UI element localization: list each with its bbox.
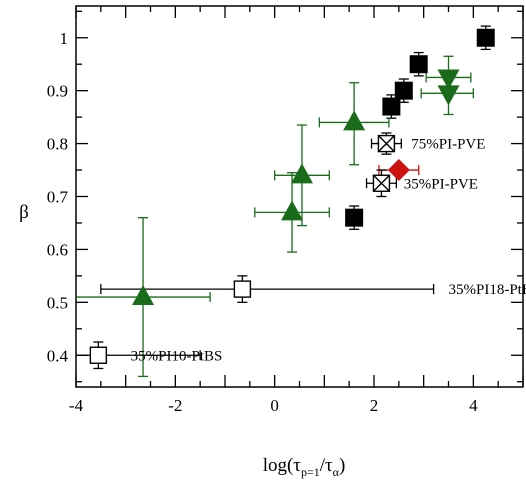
x-tick-label: 4	[469, 396, 478, 415]
down-triangle-point	[437, 85, 460, 106]
filled-square-point	[345, 208, 364, 227]
annotation-label: 35%PI18-PtBS	[449, 282, 526, 298]
x-tick-label: 2	[370, 396, 379, 415]
y-axis-title: β	[19, 202, 29, 223]
up-triangle-point	[281, 200, 304, 221]
annotation-label: 75%PI-PVE	[411, 137, 485, 153]
error-bars	[76, 25, 491, 378]
y-tick-label: 0.6	[47, 240, 68, 259]
filled-square-point	[476, 28, 495, 47]
filled-square-point	[382, 97, 401, 116]
boxed-x-stroke	[372, 174, 390, 192]
filled-square-point	[409, 55, 428, 74]
data-markers	[89, 28, 495, 364]
y-tick-label: 1	[60, 29, 69, 48]
down-triangle-point	[437, 69, 460, 90]
x-axis-title: log(τp=1/τα)	[263, 455, 346, 479]
x-tick-label: -4	[69, 396, 84, 415]
open-square-point	[89, 346, 108, 364]
up-triangle-point	[132, 285, 155, 306]
x-tick-label: 0	[270, 396, 279, 415]
y-tick-label: 0.5	[47, 293, 68, 312]
open-square-point	[233, 280, 252, 298]
up-triangle-point	[343, 110, 366, 131]
annotation-label: 35%PI10-PtBS	[131, 348, 223, 364]
filled-square-point	[394, 81, 413, 100]
annotation-label: 35%PI-PVE	[404, 176, 478, 192]
boxed-x-stroke	[377, 135, 395, 153]
y-tick-label: 0.7	[47, 188, 69, 207]
y-tick-label: 0.9	[47, 82, 68, 101]
up-triangle-point	[290, 163, 313, 184]
diamond-point	[387, 159, 410, 182]
x-tick-label: -2	[168, 396, 182, 415]
axis-ticks: -4 -2 0 2 4 0.4 0.5 0.6 0.7 0.8 0.9 1	[47, 6, 524, 415]
annotations: 75%PI-PVE 35%PI-PVE 35%PI18-PtBS 35%PI10-Pt…	[131, 137, 526, 365]
y-tick-label: 0.8	[47, 135, 68, 154]
y-tick-label: 0.4	[47, 346, 69, 365]
